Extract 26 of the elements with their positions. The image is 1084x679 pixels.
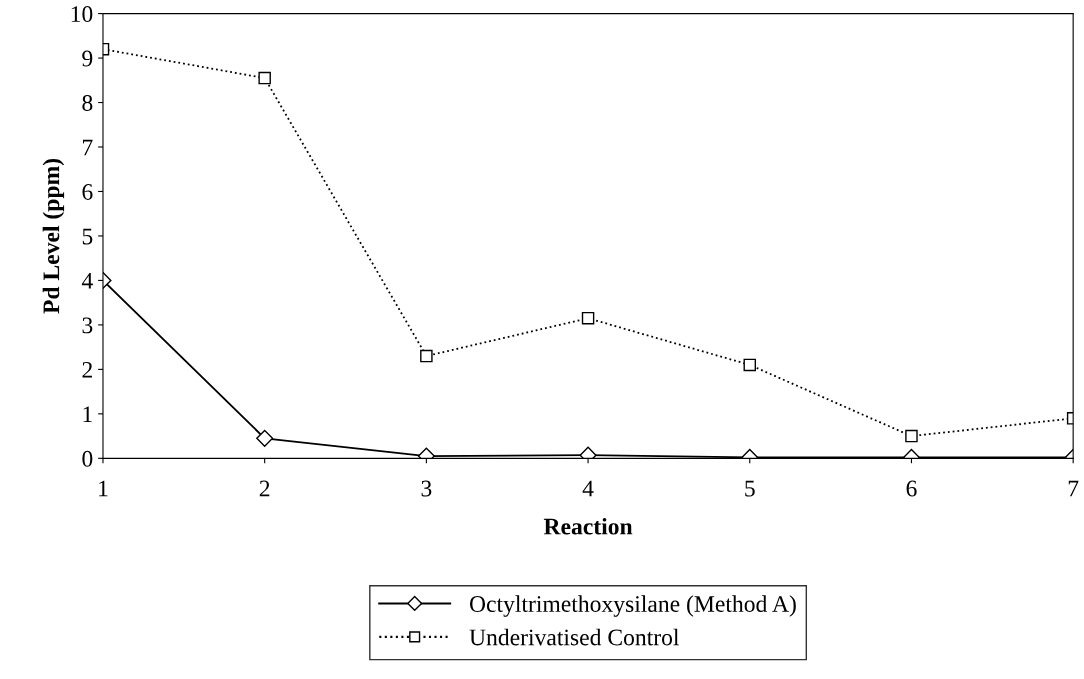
y-tick-label: 1 bbox=[83, 406, 92, 423]
x-tick-label: 4 bbox=[582, 480, 594, 497]
y-tick-label: 0 bbox=[82, 450, 93, 467]
point bbox=[420, 349, 433, 363]
x-tick-label: 3 bbox=[421, 480, 432, 497]
y-tick-label: 5 bbox=[82, 228, 93, 245]
point bbox=[743, 358, 757, 372]
point bbox=[905, 429, 918, 443]
x-tick-label: 6 bbox=[906, 480, 917, 497]
y-axis-title: Pd Level (ppm) bbox=[42, 158, 65, 314]
x-axis-title: Reaction bbox=[543, 517, 633, 535]
y-tick-label: 6 bbox=[82, 184, 93, 200]
legend-label: Underivatised Control bbox=[469, 628, 680, 646]
y-tick-label: 2 bbox=[82, 361, 92, 378]
y-tick-label: 8 bbox=[82, 95, 93, 111]
x-tick-label: 2 bbox=[259, 480, 270, 497]
y-tick-label: 7 bbox=[83, 139, 93, 156]
x-tick-label: 5 bbox=[745, 480, 755, 497]
x-tick-label: 7 bbox=[1068, 480, 1079, 497]
y-tick-label: 9 bbox=[82, 50, 93, 67]
y-tick-label: 4 bbox=[81, 273, 93, 289]
point bbox=[581, 311, 595, 325]
y-tick-label: 10 bbox=[71, 6, 93, 22]
x-tick-label: 1 bbox=[99, 480, 108, 497]
legend-label: Octyltrimethoxysilane (Method A) bbox=[469, 595, 796, 617]
y-tick-label: 3 bbox=[82, 317, 93, 334]
